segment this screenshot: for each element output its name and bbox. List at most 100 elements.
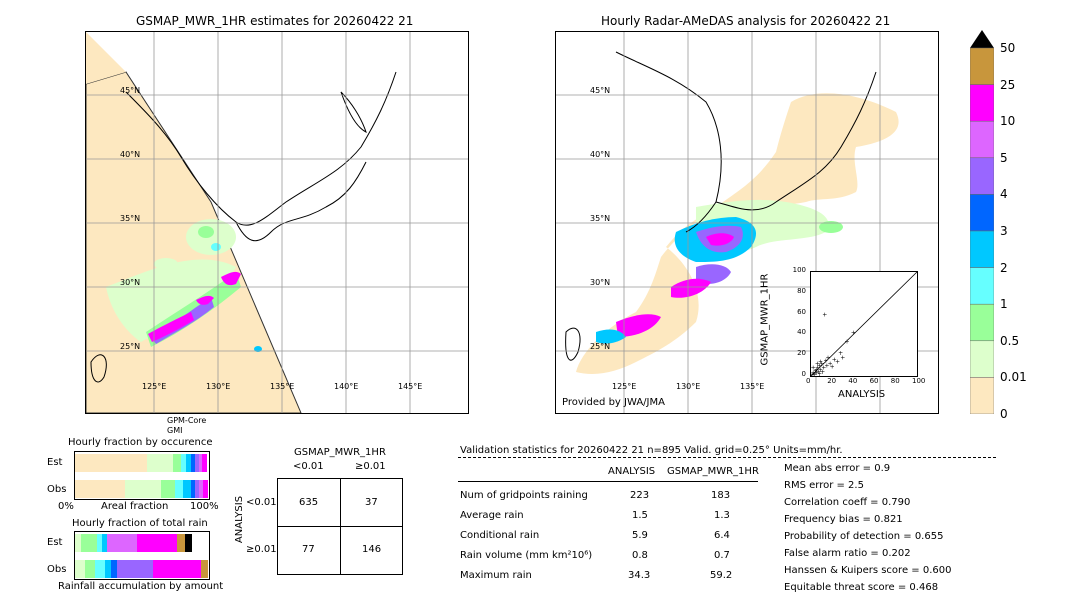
scatter-point: + (811, 365, 816, 372)
stats-row-gsmap: 1.3 (714, 510, 730, 521)
colorbar-label: 1 (1000, 297, 1008, 312)
stats-row-analysis: 34.3 (628, 570, 651, 581)
contingency-row-ge: ≥0.01 (246, 544, 277, 555)
colorbar-label: 0 (1000, 407, 1008, 421)
colorbar-label: 2 (1000, 260, 1008, 275)
left-map-canvas (86, 32, 468, 413)
scatter-ylabel-wrap: GSMAP_MWR_1HR (752, 272, 782, 372)
right-map: 45°N 40°N 35°N 30°N 25°N 125°E 130°E 135… (555, 31, 939, 414)
stats-row-gsmap: 0.7 (714, 550, 730, 561)
colorbar-segment (969, 340, 995, 378)
scatter-point: + (816, 369, 821, 376)
stats-row-label: Num of gridpoints raining (460, 490, 588, 501)
scatter-xtick: 40 (848, 377, 858, 385)
scatter-point: + (819, 361, 824, 368)
lon-label: 130°E (676, 382, 701, 391)
scatter-point: + (832, 356, 837, 363)
lon-label: 130°E (206, 382, 231, 391)
colorbar-label: 4 (1000, 187, 1008, 202)
scatter-ytick: 60 (797, 307, 806, 316)
score-freq-bias: Frequency bias = 0.821 (784, 514, 903, 525)
scatter-xlabel: ANALYSIS (838, 389, 886, 400)
colorbar-label: 3 (1000, 224, 1008, 238)
scatter-xtick: 0 (806, 377, 811, 385)
score-ets: Equitable threat score = 0.468 (784, 582, 939, 593)
scatter-ytick: 0 (801, 370, 806, 378)
lat-label: 35°N (590, 214, 611, 223)
stats-row-label: Maximum rain (460, 570, 532, 581)
colorbar-segment (969, 84, 995, 122)
right-map-title: Hourly Radar-AMeDAS analysis for 2026042… (601, 14, 891, 28)
occurrence-title: Hourly fraction by occurence (68, 437, 213, 448)
lon-label: 145°E (398, 382, 423, 391)
stats-row-label: Conditional rain (460, 530, 540, 541)
lon-label: 125°E (612, 382, 637, 391)
scatter-point: + (814, 370, 819, 376)
scatter-ytick: 40 (797, 328, 806, 337)
cell-hit-none: 635 (299, 497, 319, 508)
scatter-ytick: 80 (797, 286, 806, 295)
score-hk: Hanssen & Kuipers score = 0.600 (784, 565, 952, 576)
scatter-point: + (815, 361, 820, 368)
stats-row-gsmap: 183 (711, 490, 731, 501)
scatter-point: + (811, 370, 816, 376)
colorbar-segment (969, 194, 995, 232)
colorbar-label: 0.01 (1000, 370, 1027, 385)
scatter-point: + (838, 350, 843, 357)
scatter-point: + (820, 369, 825, 376)
data-credit: Provided by JWA/JMA (562, 397, 665, 408)
lat-label: 45°N (120, 86, 141, 95)
colorbar (969, 30, 995, 415)
obs-label-2: Obs (47, 564, 67, 575)
scatter-point: + (818, 367, 823, 374)
lat-label: 35°N (120, 214, 141, 223)
stats-row-analysis: 5.9 (632, 530, 648, 541)
colorbar-segment (969, 377, 995, 415)
stats-header: Validation statistics for 20260422 21 n=… (460, 445, 843, 456)
rain-fraction-title: Hourly fraction of total rain (72, 518, 208, 529)
lat-label: 45°N (590, 86, 611, 95)
lat-label: 40°N (590, 150, 611, 159)
scatter-yticks: 0 20 40 60 80 100 (786, 266, 808, 378)
scatter-point: + (825, 354, 830, 361)
scatter-xtick: 20 (827, 377, 837, 385)
scatter-point: + (815, 365, 820, 372)
obs-label: Obs (47, 484, 67, 495)
scatter-point: + (811, 372, 815, 376)
scatter-point: + (817, 371, 822, 376)
colorbar-label: 0.5 (1000, 333, 1020, 348)
colorbar-label: 50 (1000, 41, 1016, 55)
left-map: 45°N 40°N 35°N 30°N 25°N 125°E 130°E 135… (85, 31, 469, 414)
scatter-point: + (822, 312, 827, 319)
cell-miss: 77 (302, 544, 315, 555)
lon-label: 140°E (334, 382, 359, 391)
scatter-point: + (812, 372, 817, 376)
stats-col-gsmap: GSMAP_MWR_1HR (667, 466, 759, 477)
satellite-sensor-label: GMI (167, 426, 183, 435)
scatter-point: + (824, 363, 829, 370)
scatter-point: + (818, 358, 823, 365)
lat-label: 40°N (120, 150, 141, 159)
colorbar-segment (969, 230, 995, 268)
contingency-table: 635 37 77 146 (277, 478, 403, 575)
colorbar-extend-arrow (970, 30, 994, 48)
lat-label: 30°N (120, 278, 141, 287)
colorbar-segment (969, 303, 995, 342)
score-pod: Probability of detection = 0.655 (784, 531, 944, 542)
scatter-point: + (840, 354, 845, 361)
lat-label: 25°N (590, 342, 611, 351)
contingency-axis-label: ANALYSIS (234, 495, 246, 544)
stats-row-analysis: 1.5 (632, 510, 648, 521)
colorbar-segment (969, 157, 995, 195)
scatter-point: + (851, 329, 856, 336)
scatter-xtick: 60 (869, 377, 879, 385)
scatter-ylabel: GSMAP_MWR_1HR (759, 273, 771, 366)
score-rms: RMS error = 2.5 (784, 480, 864, 491)
scatter-point: + (845, 339, 850, 346)
est-label-2: Est (47, 537, 63, 548)
colorbar-labels: 50 25 10 5 4 3 2 1 0.5 0.01 0 (1000, 30, 1040, 421)
colorbar-segment (969, 120, 995, 159)
scatter-xtick: 80 (890, 377, 900, 385)
scatter-point: + (813, 368, 818, 375)
colorbar-segment (969, 267, 995, 305)
